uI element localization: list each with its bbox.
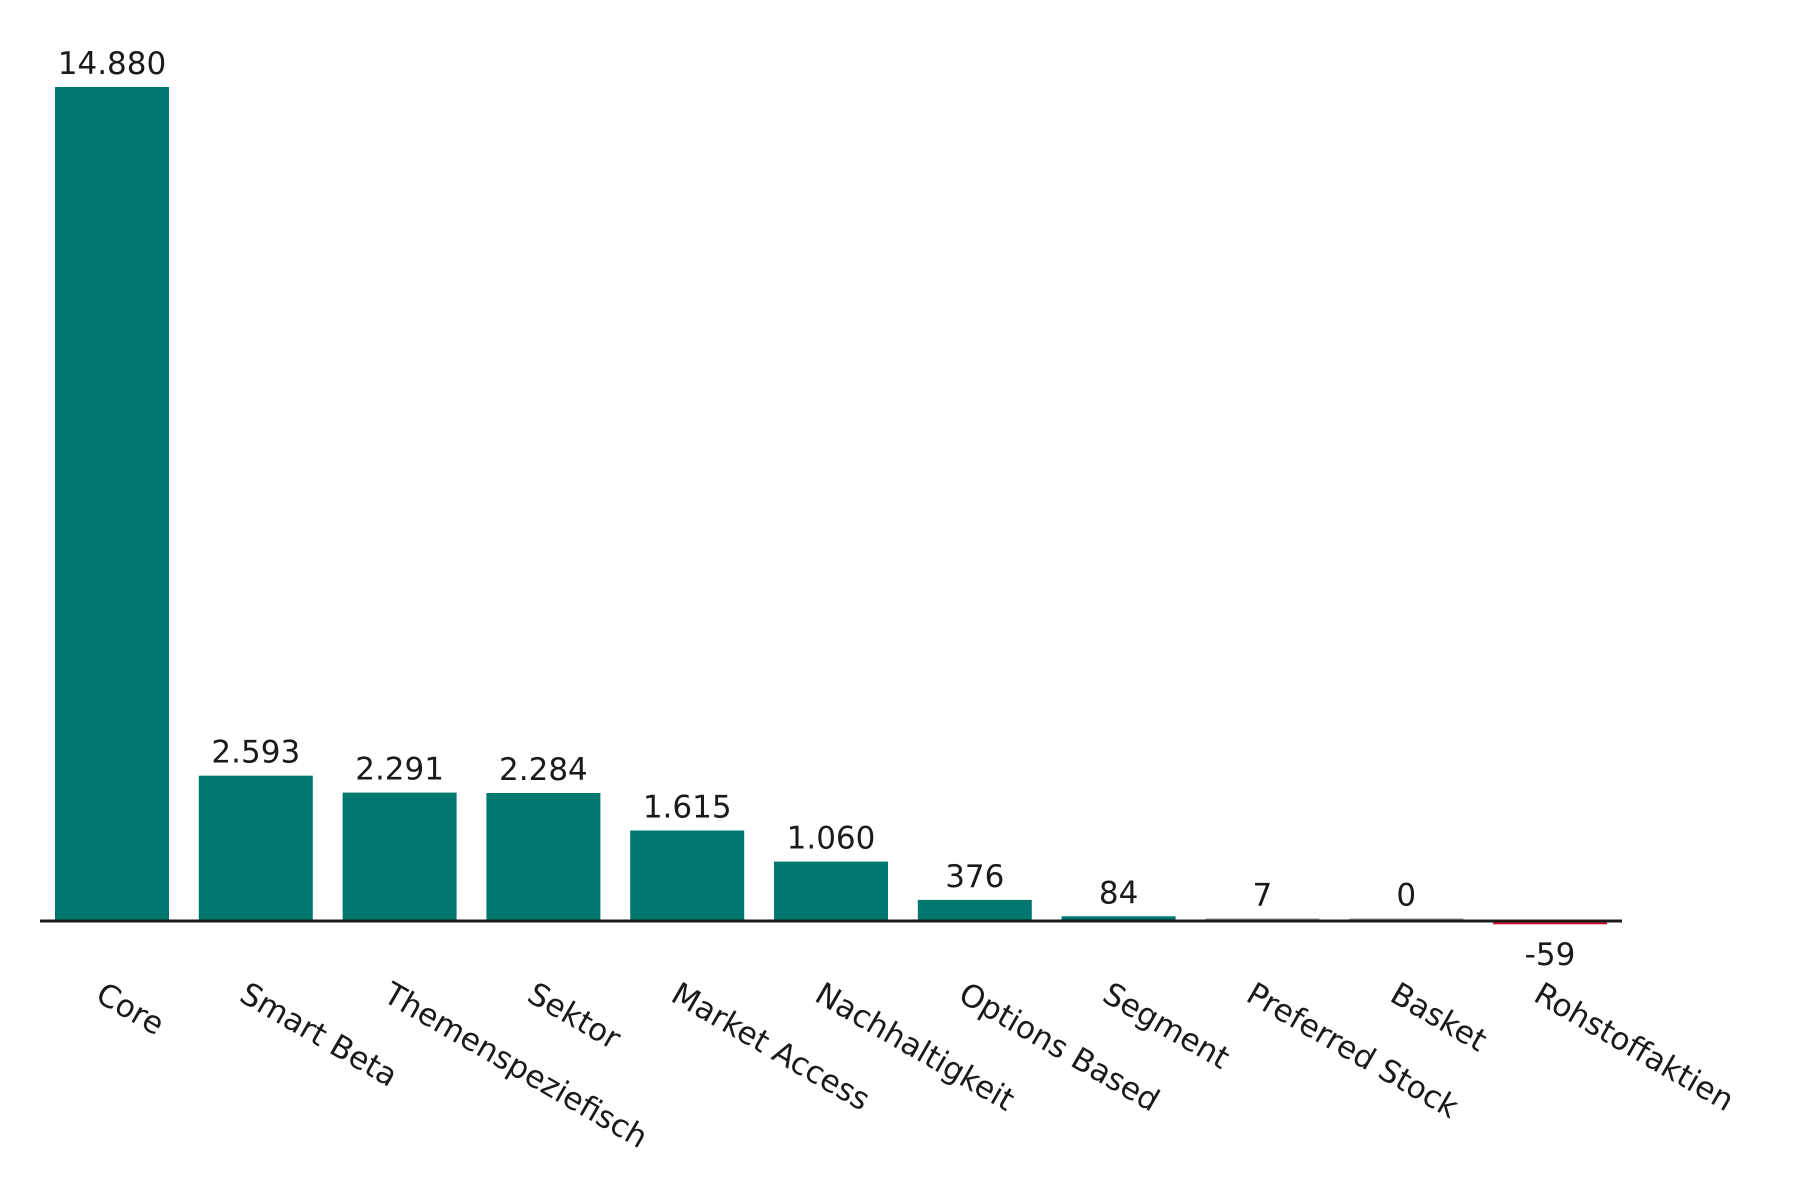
category-label-themenspeziefisch: Themenspeziefisch <box>377 975 654 1156</box>
value-labels-layer: 14.880 2.593 2.291 2.284 1.615 1.060 376 84 7 0 -5… <box>58 46 1576 973</box>
value-label-market-access: 1.615 <box>643 790 732 826</box>
value-label-themenspeziefisch: 2.291 <box>355 752 444 788</box>
value-label-preferred-stock: 7 <box>1253 878 1273 914</box>
value-label-smart-beta: 2.593 <box>211 735 300 771</box>
category-label-smart-beta: Smart Beta <box>234 976 404 1095</box>
bars-layer <box>55 87 1607 925</box>
value-label-segment: 84 <box>1099 875 1138 911</box>
bar-market-access <box>630 830 745 921</box>
bar-options-based <box>917 899 1032 921</box>
value-label-rohstoffaktien: -59 <box>1525 937 1576 973</box>
value-label-core: 14.880 <box>58 46 166 82</box>
bar-sektor <box>486 793 601 921</box>
bar-nachhaltigkeit <box>774 861 888 921</box>
value-label-basket: 0 <box>1396 878 1416 914</box>
bar-core <box>55 87 169 921</box>
category-label-sektor: Sektor <box>521 976 626 1058</box>
value-label-options-based: 376 <box>945 859 1004 895</box>
category-label-rohstoffaktien: Rohstoffaktien <box>1528 976 1740 1119</box>
category-label-core: Core <box>90 976 170 1043</box>
bar-themenspeziefisch <box>342 792 457 921</box>
value-label-sektor: 2.284 <box>499 752 588 788</box>
category-label-basket: Basket <box>1384 976 1492 1059</box>
bar-smart-beta <box>198 775 313 921</box>
value-label-nachhaltigkeit: 1.060 <box>787 821 876 857</box>
bar-segment <box>1061 916 1176 921</box>
bar-rohstoffaktien <box>1493 921 1607 925</box>
